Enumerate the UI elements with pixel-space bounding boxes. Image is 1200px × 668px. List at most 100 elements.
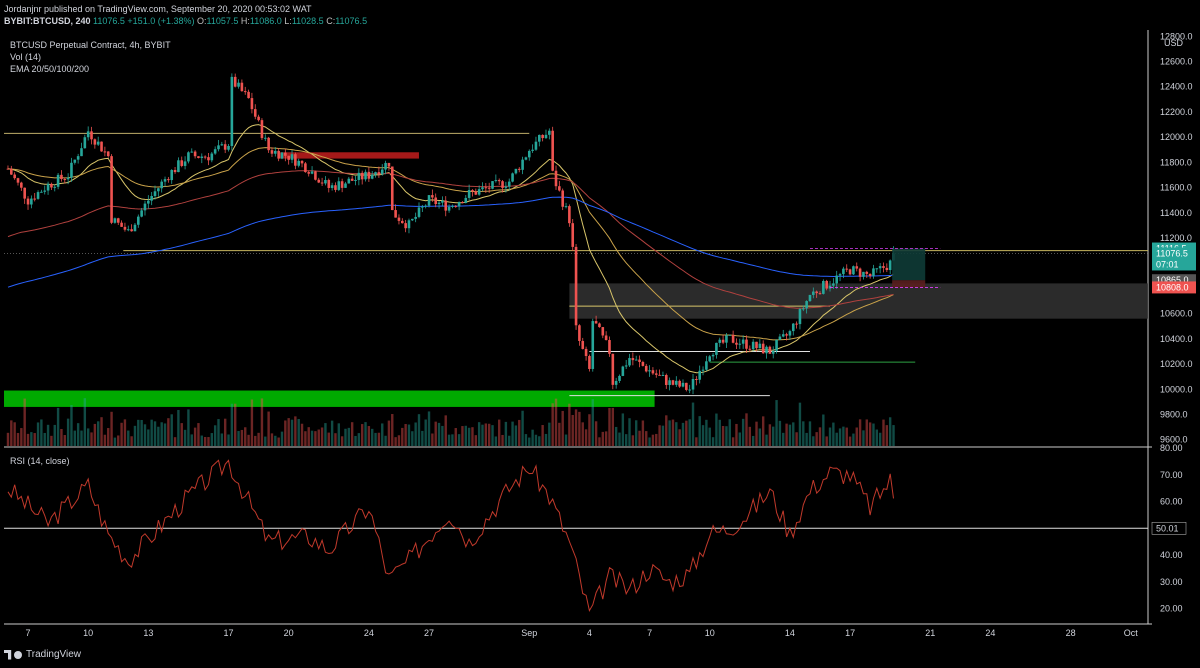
volume-bar xyxy=(785,423,788,446)
candle-body xyxy=(197,156,200,158)
candle-body xyxy=(461,201,464,203)
price-tick-label: 11800.0 xyxy=(1160,157,1192,167)
candle xyxy=(427,195,431,208)
legend-volume[interactable]: Vol (14) xyxy=(10,52,42,62)
volume-bar xyxy=(80,430,83,446)
candle-body xyxy=(775,339,778,351)
volume-bar xyxy=(812,436,815,446)
volume-bar xyxy=(842,426,845,446)
close-label: C: xyxy=(326,16,336,26)
volume-bar xyxy=(822,414,825,446)
candle xyxy=(778,333,782,341)
candle-body xyxy=(384,162,387,170)
volume-bar xyxy=(471,427,474,446)
candle-body xyxy=(842,268,845,275)
volume-bar xyxy=(277,437,280,446)
candle-body xyxy=(6,168,10,170)
volume-bar xyxy=(357,433,361,446)
candle xyxy=(738,338,742,349)
candle-body xyxy=(601,327,605,336)
candle xyxy=(671,379,675,386)
candle xyxy=(93,138,97,149)
candle xyxy=(110,154,113,225)
candle xyxy=(6,165,10,170)
candle xyxy=(618,374,621,384)
volume-bar xyxy=(852,433,855,446)
candle-body xyxy=(477,189,481,195)
candle xyxy=(76,153,80,164)
volume-bar xyxy=(681,422,685,446)
tradingview-logo-dot-icon xyxy=(14,650,22,659)
candle-body xyxy=(658,374,661,376)
candle-body xyxy=(778,336,782,340)
footer-brand[interactable]: TradingView xyxy=(4,649,81,660)
candle-body xyxy=(90,131,93,140)
candle-body xyxy=(153,191,157,197)
volume-bar xyxy=(113,437,117,446)
legend-ema[interactable]: EMA 20/50/100/200 xyxy=(10,64,90,74)
legend-title[interactable]: BTCUSD Perpetual Contract, 4h, BYBIT xyxy=(10,40,171,50)
volume-bar xyxy=(193,427,197,446)
symbol-bar: BYBIT:BTCUSD, 240 11076.5 +151.0 (+1.38%… xyxy=(4,16,367,26)
volume-bar xyxy=(788,424,792,446)
volume-bar xyxy=(374,432,377,446)
price-tick-label: 12800.0 xyxy=(1160,31,1193,41)
candle xyxy=(481,182,484,192)
volume-bar xyxy=(347,427,351,446)
candle xyxy=(675,376,678,387)
legend-rsi[interactable]: RSI (14, close) xyxy=(10,456,70,466)
publisher-line: Jordanjnr published on TradingView.com, … xyxy=(4,4,312,14)
candle-body xyxy=(247,91,250,99)
volume-bar xyxy=(805,432,808,446)
volume-bar xyxy=(350,422,354,446)
candle-body xyxy=(274,150,277,154)
candle xyxy=(140,207,143,218)
candle xyxy=(467,184,471,201)
candle xyxy=(621,365,625,377)
candle-body xyxy=(233,76,237,87)
candle-body xyxy=(457,201,461,207)
candle xyxy=(848,268,852,276)
candle-body xyxy=(270,150,274,154)
candle-body xyxy=(862,271,865,277)
candle-body xyxy=(768,346,772,354)
volume-bar xyxy=(127,430,130,446)
candle-body xyxy=(818,293,822,295)
candle-body xyxy=(327,179,331,188)
candle xyxy=(885,263,889,273)
candle-body xyxy=(594,321,598,324)
time-tick-label: 7 xyxy=(26,628,31,638)
volume-bar xyxy=(203,436,207,446)
volume-bar xyxy=(504,421,508,446)
candle xyxy=(558,180,561,192)
candle-body xyxy=(284,152,287,156)
volume-bar xyxy=(437,422,441,446)
volume-bar xyxy=(180,423,183,446)
candle xyxy=(257,114,260,122)
candle-body xyxy=(584,348,588,356)
volume-bar xyxy=(878,432,882,446)
zone-support xyxy=(4,390,655,407)
candle xyxy=(715,342,718,359)
candle xyxy=(73,159,77,165)
volume-bar xyxy=(751,435,755,446)
candle xyxy=(872,264,875,279)
candle xyxy=(664,373,668,389)
candle-body xyxy=(220,144,224,146)
candle-body xyxy=(621,366,625,376)
candle-body xyxy=(160,181,163,189)
volume-bar xyxy=(454,428,457,446)
time-tick-label: 14 xyxy=(785,628,795,638)
candle xyxy=(484,182,488,193)
volume-bar xyxy=(885,425,889,446)
volume-bar xyxy=(792,422,795,446)
candle-body xyxy=(467,190,471,198)
candle xyxy=(761,340,765,354)
candle-body xyxy=(223,144,227,150)
price-tick-label: 12000.0 xyxy=(1160,132,1193,142)
price-tick-label: 10400.0 xyxy=(1160,334,1193,344)
open-label: O: xyxy=(197,16,207,26)
candle xyxy=(494,174,498,183)
candle-body xyxy=(808,294,812,302)
